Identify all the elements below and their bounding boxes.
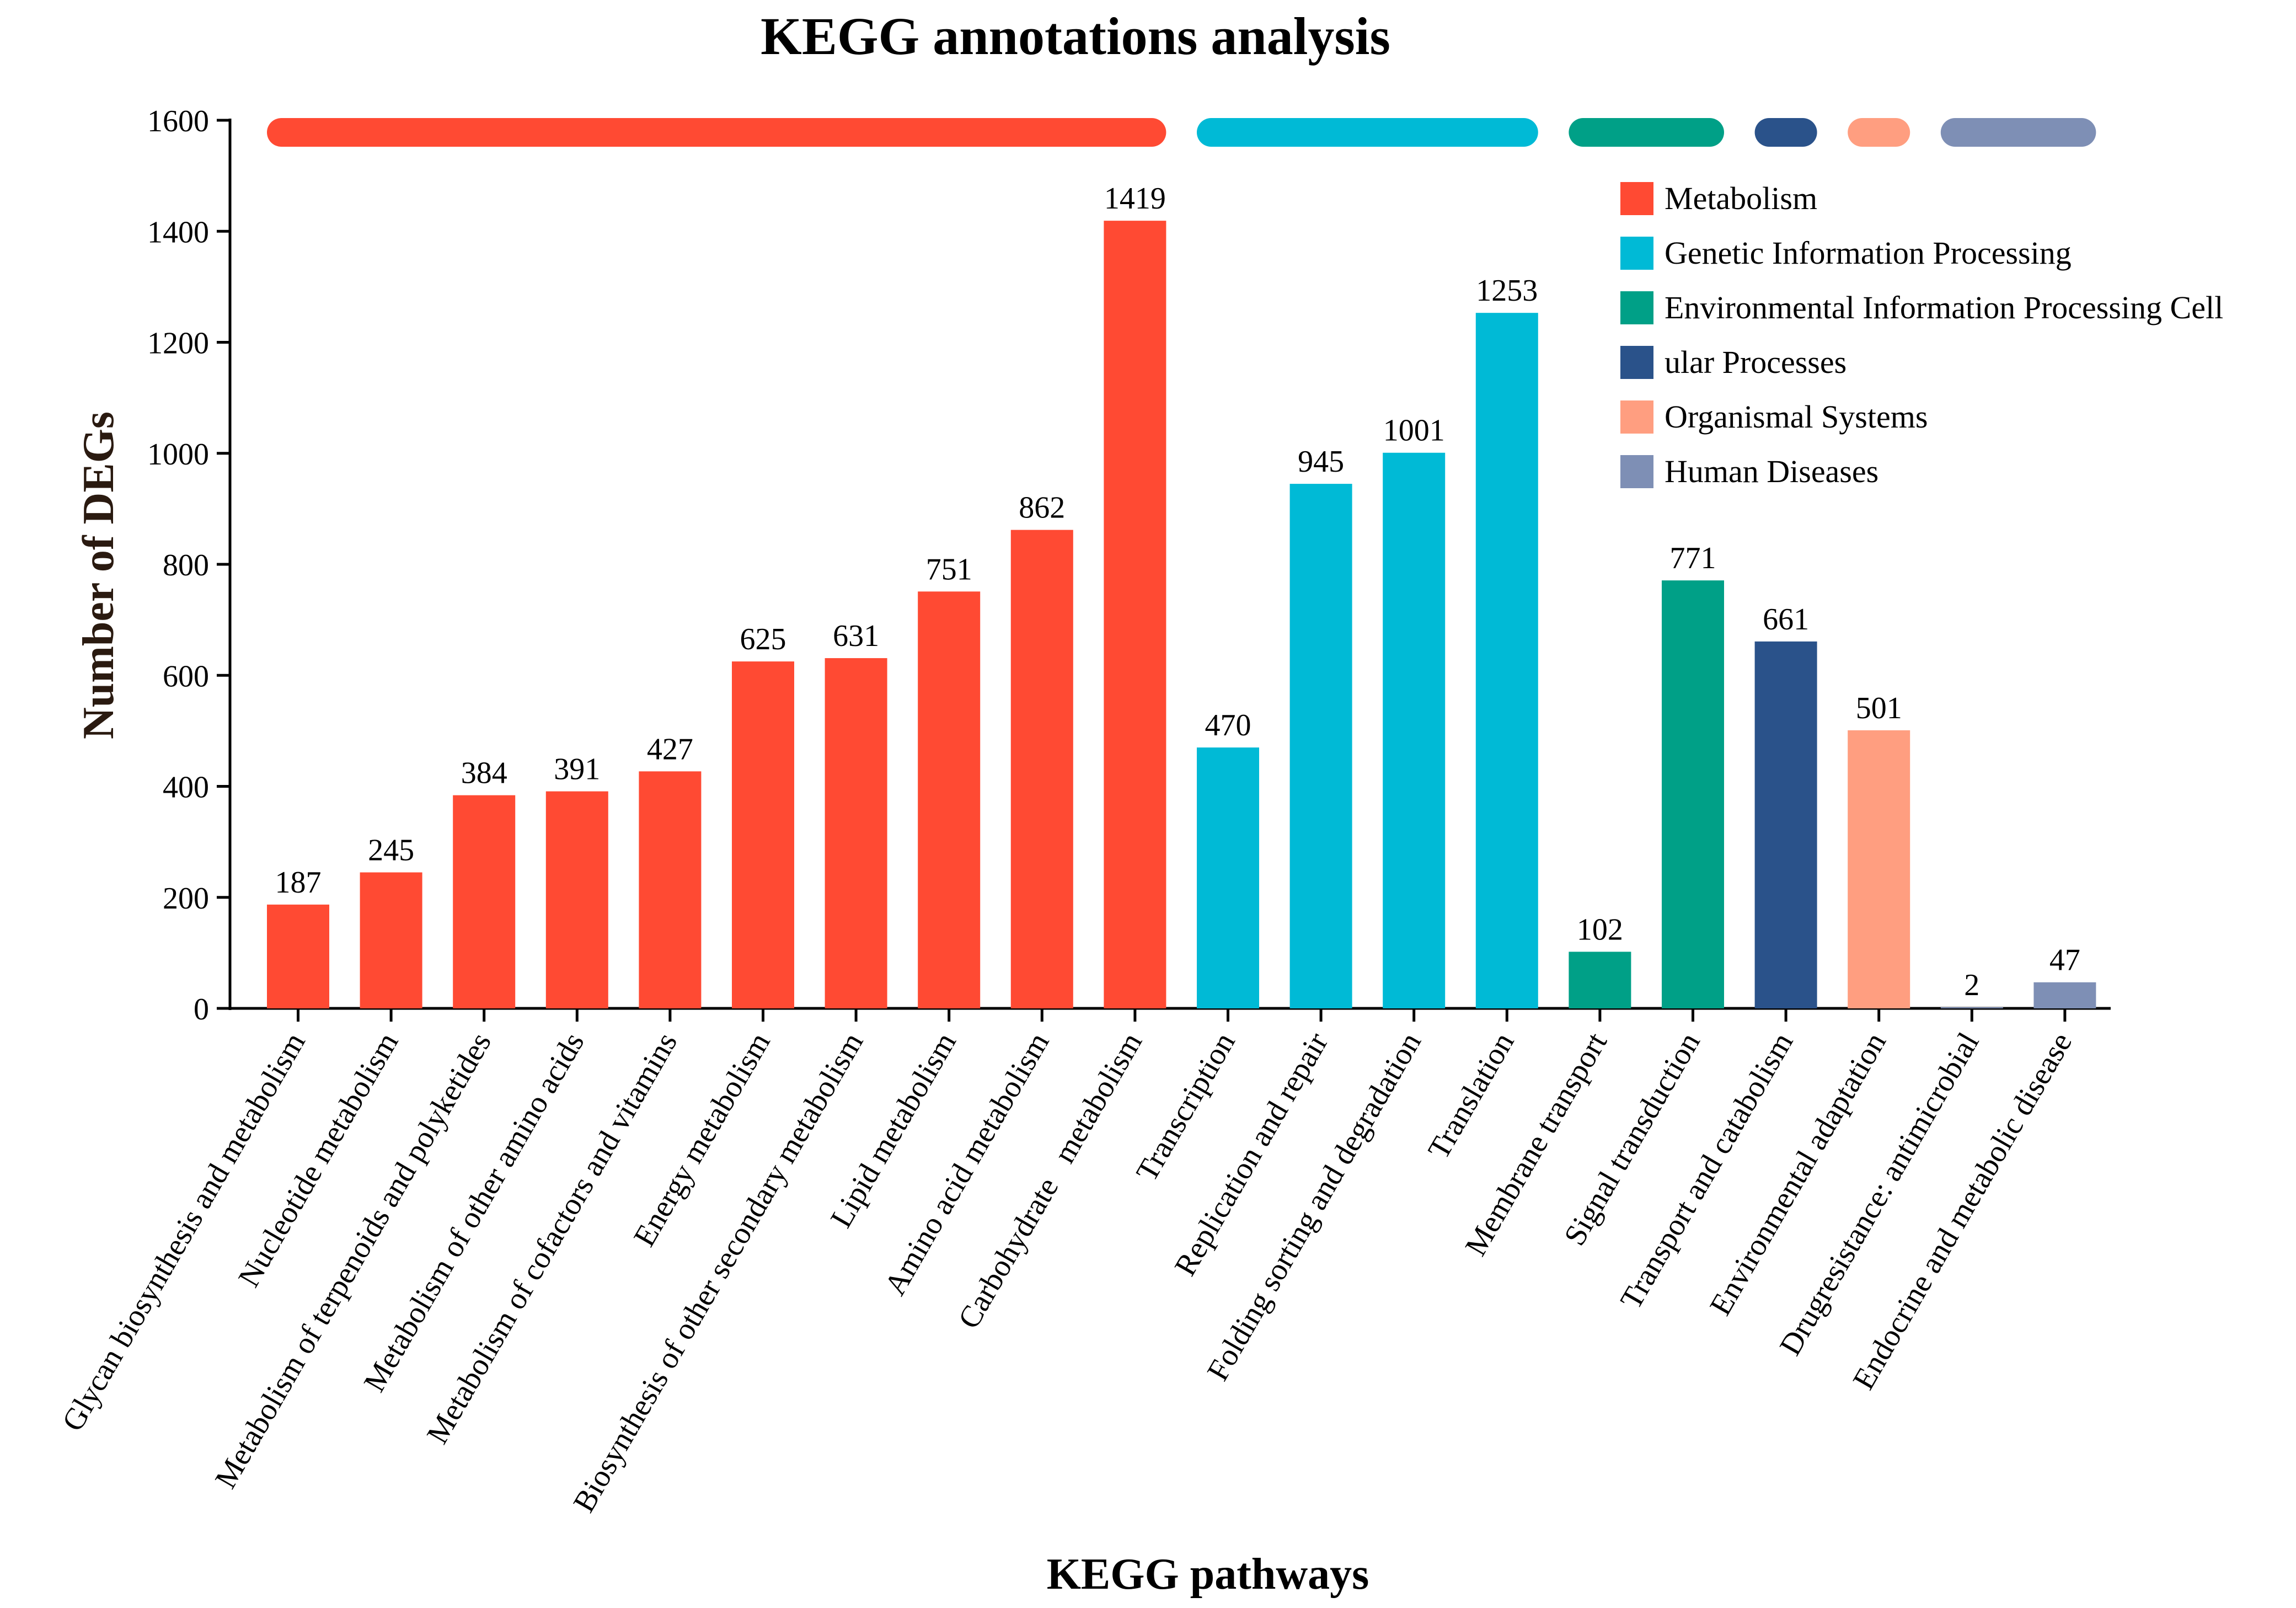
- value-label-metabolism-of-other-amino-acids: 391: [554, 752, 600, 787]
- legend-swatch-human-diseases: [1620, 455, 1653, 488]
- value-label-amino-acid-metabolism: 862: [1019, 491, 1065, 525]
- bar-endocrine-and-metabolic-disease: [2033, 982, 2096, 1008]
- value-label-membrane-transport: 102: [1577, 912, 1623, 947]
- bar-glycan-biosynthesis-and-metabolism: [267, 904, 329, 1008]
- y-tick-label: 0: [194, 992, 209, 1027]
- value-labels-layer: 187 245 384 391 427 625 631 751 862 1419 470 945 100…: [275, 181, 2080, 1002]
- bar-energy-metabolism: [732, 661, 794, 1008]
- group-bar-genetic-information-processing: [1197, 118, 1538, 147]
- value-label-lipid-metabolism: 751: [926, 552, 972, 586]
- legend-label-organismal-systems: Organismal Systems: [1665, 399, 1928, 435]
- y-tick-label: 1000: [147, 437, 209, 472]
- value-label-drugresistance-antimicrobial: 2: [1964, 968, 1979, 1002]
- category-label-nucleotide-metabolism: Nucleotide metabolism: [232, 1027, 405, 1293]
- y-tick-label: 200: [163, 882, 209, 916]
- value-label-translation: 1253: [1476, 274, 1538, 308]
- category-label-translation: Translation: [1421, 1027, 1521, 1165]
- legend: Metabolism Genetic Information Processing…: [1620, 180, 2223, 489]
- category-label-environmental-adaptation: Environmental adaptation: [1703, 1027, 1893, 1321]
- bar-replication-and-repair: [1289, 484, 1352, 1008]
- value-label-signal-transduction: 771: [1670, 541, 1716, 575]
- bar-transport-and-catabolism: [1754, 641, 1817, 1008]
- bar-metabolism-of-cofactors-and-vitamins: [639, 771, 702, 1008]
- bar-environmental-adaptation: [1848, 730, 1910, 1008]
- y-axis-title: Number of DEGs: [74, 412, 123, 739]
- legend-label-environmental-information-processing-cell: Environmental Information Processing Cel…: [1665, 290, 2223, 325]
- value-label-metabolism-of-cofactors-and-vitamins: 427: [647, 732, 693, 766]
- bar-biosynthesis-of-other-secondary-metabolism: [825, 658, 887, 1008]
- bar-nucleotide-metabolism: [360, 872, 422, 1008]
- value-label-endocrine-and-metabolic-disease: 47: [2049, 943, 2080, 977]
- category-label-carbohydrate-metabolism: Carbohydrate metabolism: [951, 1027, 1149, 1335]
- value-label-nucleotide-metabolism: 245: [368, 833, 414, 867]
- y-tick-label: 1400: [147, 215, 209, 249]
- chart-title: KEGG annotations analysis: [761, 7, 1390, 66]
- value-label-transport-and-catabolism: 661: [1763, 602, 1809, 637]
- bars-layer: [267, 221, 2096, 1009]
- legend-swatch-environmental-information-processing-cell: [1620, 291, 1653, 324]
- bar-lipid-metabolism: [918, 591, 981, 1008]
- legend-swatch-organismal-systems: [1620, 400, 1653, 434]
- category-label-transcription: Transcription: [1130, 1027, 1242, 1188]
- bar-signal-transduction: [1662, 580, 1724, 1008]
- value-label-transcription: 470: [1205, 708, 1251, 742]
- value-label-replication-and-repair: 945: [1298, 445, 1344, 479]
- legend-swatch-metabolism: [1620, 182, 1653, 215]
- legend-label-genetic-information-processing: Genetic Information Processing: [1665, 235, 2072, 271]
- group-bar-organismal-systems: [1848, 118, 1910, 147]
- group-bars-layer: [267, 118, 2096, 147]
- group-bar-human-diseases: [1940, 118, 2096, 147]
- y-tick-label: 400: [163, 771, 209, 805]
- bar-translation: [1475, 313, 1538, 1009]
- y-tick-label: 1600: [147, 104, 209, 138]
- bar-membrane-transport: [1569, 952, 1631, 1008]
- group-bar-ular-processes: [1754, 118, 1817, 147]
- bar-metabolism-of-other-amino-acids: [545, 791, 608, 1008]
- value-label-folding-sorting-and-degradation: 1001: [1383, 414, 1445, 448]
- value-label-energy-metabolism: 625: [740, 622, 786, 656]
- y-tick-label: 800: [163, 548, 209, 583]
- bar-drugresistance-antimicrobial: [1940, 1007, 2003, 1008]
- legend-label-ular-processes: ular Processes: [1665, 344, 1847, 380]
- value-label-biosynthesis-of-other-secondary-metabolism: 631: [833, 619, 879, 653]
- group-bar-environmental-information-processing-cell: [1569, 118, 1724, 147]
- y-tick-label: 600: [163, 659, 209, 693]
- bar-amino-acid-metabolism: [1010, 530, 1073, 1008]
- bar-folding-sorting-and-degradation: [1383, 452, 1446, 1008]
- group-bar-metabolism: [267, 118, 1166, 147]
- bar-carbohydrate-metabolism: [1104, 221, 1166, 1009]
- legend-swatch-ular-processes: [1620, 346, 1653, 379]
- value-label-environmental-adaptation: 501: [1856, 691, 1902, 725]
- bar-transcription: [1197, 747, 1259, 1008]
- category-label-transport-and-catabolism: Transport and catabolism: [1614, 1027, 1800, 1315]
- legend-label-metabolism: Metabolism: [1665, 180, 1817, 216]
- legend-label-human-diseases: Human Diseases: [1665, 453, 1878, 489]
- x-axis-title: KEGG pathways: [1047, 1550, 1369, 1599]
- category-label-amino-acid-metabolism: Amino acid metabolism: [878, 1027, 1056, 1301]
- value-label-glycan-biosynthesis-and-metabolism: 187: [275, 866, 322, 900]
- category-labels-layer: Glycan biosynthesis and metabolismNucleo…: [56, 1027, 2079, 1518]
- value-label-metabolism-of-terpenoids-and-polyketides: 384: [461, 756, 507, 790]
- bar-metabolism-of-terpenoids-and-polyketides: [453, 795, 516, 1008]
- legend-swatch-genetic-information-processing: [1620, 237, 1653, 270]
- y-axis: 0 200 400 600 800 1000 1200 1400 1600: [147, 104, 232, 1027]
- y-tick-label: 1200: [147, 327, 209, 361]
- value-label-carbohydrate-metabolism: 1419: [1104, 181, 1166, 216]
- x-axis: [229, 1007, 2111, 1022]
